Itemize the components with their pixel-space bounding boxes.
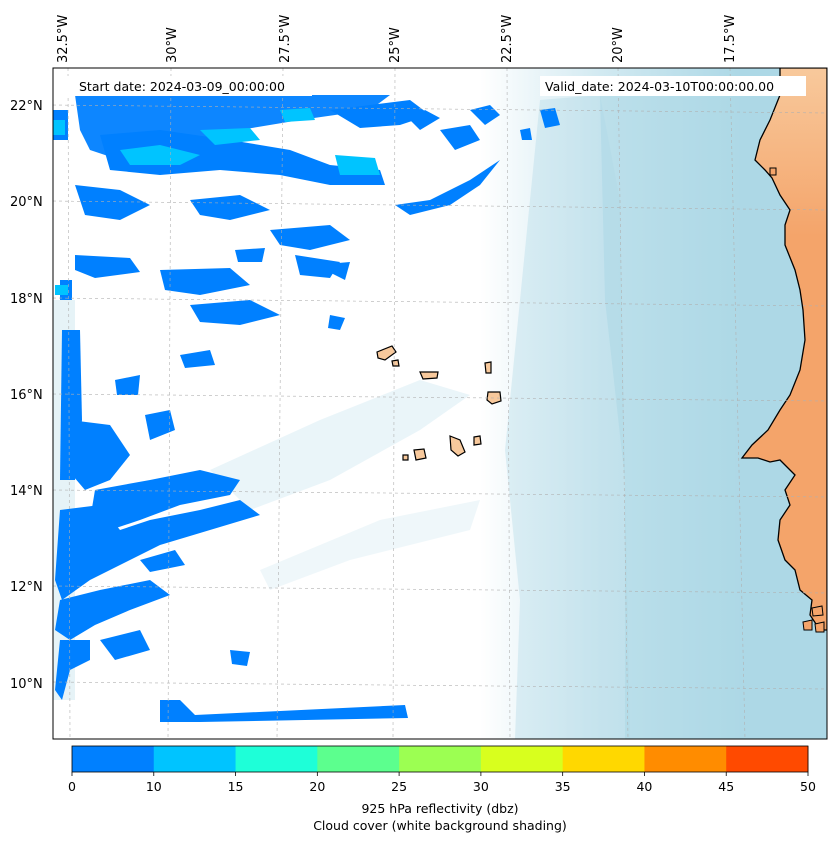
colorbar-tick-label: 25 bbox=[391, 779, 407, 794]
coastal-islets bbox=[769, 167, 825, 633]
start-date-label: Start date: 2024-03-09_00:00:00 bbox=[79, 79, 285, 94]
lon-label: 30°W bbox=[165, 27, 180, 63]
colorbar-tick-label: 30 bbox=[473, 779, 489, 794]
lon-label: 25°W bbox=[388, 27, 403, 63]
map-frame bbox=[52, 67, 828, 740]
africa-landmass bbox=[740, 68, 827, 631]
colorbar-tick-label: 40 bbox=[636, 779, 652, 794]
colorbar-swatches bbox=[72, 746, 809, 772]
latitude-labels: 22°N 20°N 18°N 16°N 14°N 12°N 10°N bbox=[10, 99, 43, 692]
colorbar-swatch bbox=[480, 746, 564, 772]
colorbar: 0 10 15 20 25 30 35 40 45 50 925 hPa reflectivity… bbox=[68, 745, 816, 833]
lat-label: 16°N bbox=[10, 388, 43, 403]
colorbar-swatch bbox=[72, 746, 155, 772]
colorbar-tick-label: 10 bbox=[146, 779, 162, 794]
colorbar-ticks: 0 10 15 20 25 30 35 40 45 50 bbox=[68, 772, 816, 794]
lon-label: 32.5°W bbox=[56, 15, 71, 63]
longitude-labels: 32.5°W 30°W 27.5°W 25°W 22.5°W 20°W 17.5… bbox=[56, 15, 738, 63]
valid-date-label: Valid_date: 2024-03-10T00:00:00.00 bbox=[545, 79, 774, 94]
colorbar-swatch bbox=[399, 746, 482, 772]
colorbar-swatch bbox=[317, 746, 400, 772]
colorbar-sublabel: Cloud cover (white background shading) bbox=[313, 818, 567, 833]
colorbar-swatch bbox=[644, 746, 727, 772]
colorbar-label: 925 hPa reflectivity (dbz) bbox=[361, 801, 518, 816]
lat-label: 10°N bbox=[10, 677, 43, 692]
reflectivity-cores bbox=[53, 108, 380, 295]
start-date-box: Start date: 2024-03-09_00:00:00 bbox=[62, 76, 312, 96]
lat-label: 12°N bbox=[10, 580, 43, 595]
colorbar-tick-label: 35 bbox=[555, 779, 571, 794]
valid-date-box: Valid_date: 2024-03-10T00:00:00.00 bbox=[540, 76, 806, 96]
colorbar-tick-label: 20 bbox=[309, 779, 325, 794]
lon-label: 27.5°W bbox=[278, 15, 293, 63]
cape-verde-islands bbox=[376, 345, 502, 461]
colorbar-swatch bbox=[235, 746, 318, 772]
lat-label: 18°N bbox=[10, 292, 43, 307]
colorbar-tick-label: 45 bbox=[718, 779, 734, 794]
map-area: Start date: 2024-03-09_00:00:00 Valid_da… bbox=[53, 68, 827, 739]
lon-label: 17.5°W bbox=[723, 15, 738, 63]
lat-label: 22°N bbox=[10, 99, 43, 114]
colorbar-swatch bbox=[153, 746, 237, 772]
cloud-cover-shading bbox=[53, 68, 827, 739]
colorbar-frame bbox=[71, 745, 809, 773]
colorbar-swatch bbox=[562, 746, 645, 772]
lat-label: 20°N bbox=[10, 195, 43, 210]
colorbar-swatch bbox=[726, 746, 809, 772]
lon-label: 22.5°W bbox=[500, 15, 515, 63]
lat-label: 14°N bbox=[10, 484, 43, 499]
colorbar-tick-label: 15 bbox=[228, 779, 244, 794]
colorbar-tick-label: 50 bbox=[800, 779, 816, 794]
lon-label: 20°W bbox=[611, 27, 626, 63]
gridlines bbox=[53, 68, 827, 739]
colorbar-tick-label: 0 bbox=[68, 779, 76, 794]
